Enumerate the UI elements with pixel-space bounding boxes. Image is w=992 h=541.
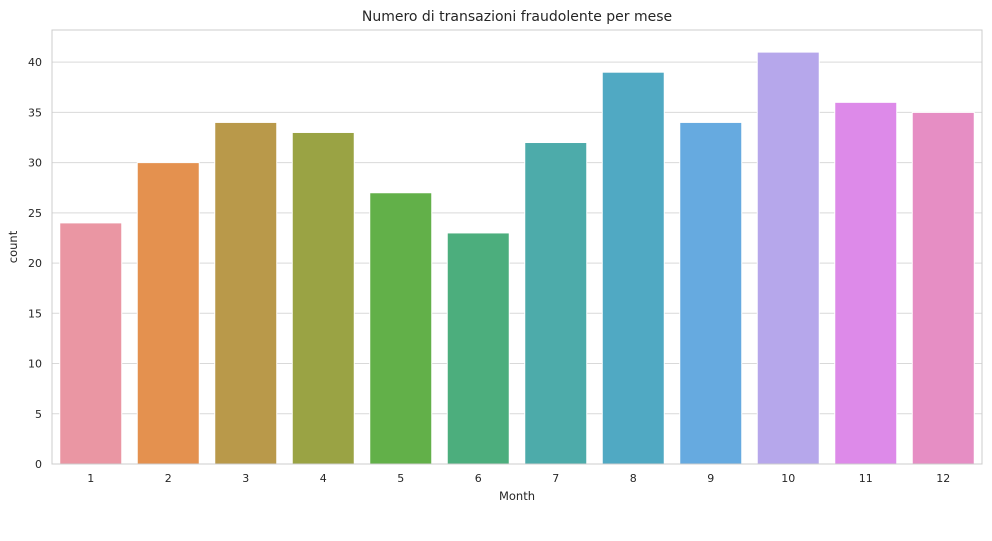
bar-month-10 [756, 51, 820, 465]
x-tick-label: 5 [397, 472, 404, 485]
bar-month-9 [679, 121, 743, 465]
bar-month-4 [291, 131, 355, 465]
bar-month-2 [136, 162, 200, 465]
bar-month-12 [911, 111, 975, 465]
y-tick-label: 15 [28, 307, 42, 320]
x-tick-label: 6 [475, 472, 482, 485]
bar-month-1 [59, 222, 123, 465]
x-tick-label: 3 [242, 472, 249, 485]
chart-title: Numero di transazioni fraudolente per me… [362, 9, 672, 25]
bar-month-11 [834, 101, 898, 465]
y-tick-labels: 0 5 10 15 20 25 30 35 40 [28, 56, 42, 471]
bars [59, 51, 975, 465]
y-tick-label: 30 [28, 157, 42, 170]
x-tick-label: 11 [859, 472, 873, 485]
bar-month-6 [446, 232, 510, 465]
y-tick-label: 40 [28, 56, 42, 69]
y-tick-label: 5 [35, 408, 42, 421]
x-axis-label: Month [499, 489, 535, 503]
y-tick-label: 0 [35, 458, 42, 471]
x-tick-label: 10 [781, 472, 795, 485]
y-tick-label: 25 [28, 207, 42, 220]
bar-month-7 [524, 142, 588, 465]
x-tick-label: 1 [87, 472, 94, 485]
bar-month-8 [601, 71, 665, 465]
x-tick-label: 8 [630, 472, 637, 485]
x-tick-label: 2 [165, 472, 172, 485]
y-tick-label: 35 [28, 106, 42, 119]
y-axis-label: count [6, 230, 20, 263]
x-tick-label: 9 [707, 472, 714, 485]
bar-month-5 [369, 192, 433, 465]
x-tick-label: 12 [936, 472, 950, 485]
plot-frame [51, 29, 983, 465]
x-tick-label: 7 [552, 472, 559, 485]
y-tick-label: 20 [28, 257, 42, 270]
y-tick-label: 10 [28, 358, 42, 371]
x-tick-labels: 1 2 3 4 5 6 7 8 9 10 11 12 [87, 472, 950, 485]
bar-month-3 [214, 121, 278, 465]
x-tick-label: 4 [320, 472, 327, 485]
